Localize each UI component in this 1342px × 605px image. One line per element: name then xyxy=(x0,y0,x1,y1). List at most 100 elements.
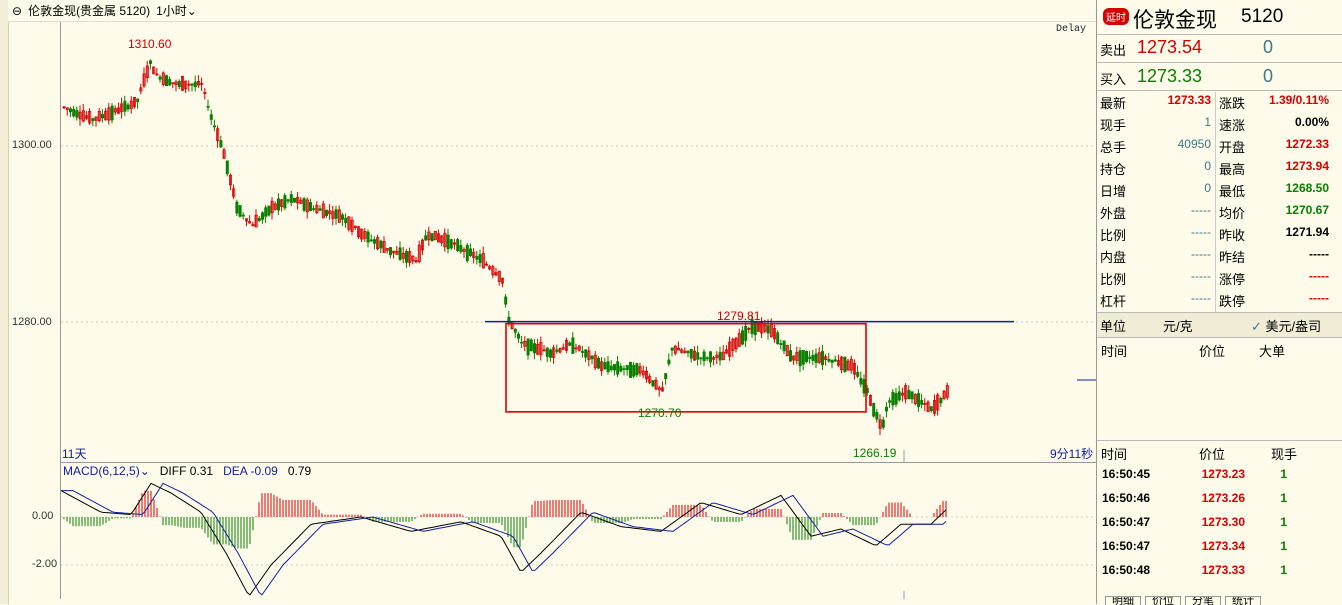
candle-body xyxy=(344,217,348,224)
candle-body xyxy=(859,378,863,385)
candle-body xyxy=(645,370,649,380)
candle-body xyxy=(728,341,732,357)
candle-body xyxy=(731,338,735,351)
candle-body xyxy=(408,251,412,263)
candle-body xyxy=(369,239,373,242)
candle-body xyxy=(853,363,857,375)
candle-body xyxy=(161,72,165,85)
candle-body xyxy=(75,110,79,118)
macd-indicator-pane[interactable] xyxy=(60,462,1097,599)
candlestick-chart[interactable] xyxy=(60,22,1097,462)
candle-body xyxy=(638,366,642,374)
tick-time: 16:50:48 xyxy=(1102,563,1151,577)
link-icon[interactable]: ⊖ xyxy=(12,3,23,18)
candle-body xyxy=(622,368,626,370)
candle-body xyxy=(101,114,105,119)
candle-body xyxy=(613,364,617,371)
tick-time: 16:50:46 xyxy=(1102,491,1151,505)
macd-value: 0.79 xyxy=(287,464,312,478)
candle-body xyxy=(929,406,933,411)
candle-body xyxy=(532,343,536,354)
stat-value: 1270.67 xyxy=(1285,203,1329,217)
tick-price: 1273.23 xyxy=(1201,467,1245,481)
stat-label: 跌停 xyxy=(1219,294,1246,309)
candle-body xyxy=(302,198,306,211)
candle-body xyxy=(382,241,386,253)
candle-body xyxy=(805,351,809,363)
unit-option-usd-oz[interactable]: ✓ 美元/盎司 xyxy=(1251,319,1322,334)
range-box xyxy=(505,322,867,413)
candle-body xyxy=(181,76,185,91)
candle-body xyxy=(801,350,805,365)
candle-body xyxy=(305,199,309,213)
stat-value: 0.00% xyxy=(1294,115,1329,129)
stat-value: ----- xyxy=(1191,247,1211,261)
candle-body xyxy=(641,370,645,376)
candle-body xyxy=(833,359,837,362)
candle-body xyxy=(862,379,866,394)
low-price-label: 1266.19 xyxy=(853,446,897,460)
days-label: 11天 xyxy=(62,447,87,461)
candle-body xyxy=(545,347,549,357)
sell-qty: 0 xyxy=(1263,37,1274,57)
candle-body xyxy=(241,214,245,217)
macd-diff-line xyxy=(60,482,947,596)
candle-body xyxy=(299,199,303,204)
tab-ticks[interactable]: 分笔 xyxy=(1185,596,1221,605)
candle-body xyxy=(798,350,802,367)
candle-body xyxy=(459,245,463,252)
candle-body xyxy=(465,244,469,262)
candle-body xyxy=(411,255,415,262)
candle-body xyxy=(635,363,639,376)
candle-body xyxy=(744,325,748,341)
box-bottom-price-label: 1270.70 xyxy=(638,406,682,420)
candle-body xyxy=(776,332,780,345)
candle-body xyxy=(232,188,236,197)
candle-body xyxy=(62,106,66,109)
macd-y-tick-neg2: -2.00 xyxy=(32,558,58,570)
tick-price: 1273.30 xyxy=(1201,515,1245,529)
macd-dea-line xyxy=(61,482,947,596)
sell-price: 1273.54 xyxy=(1137,37,1203,57)
candle-body xyxy=(94,116,98,121)
stat-value: 1268.50 xyxy=(1285,181,1329,195)
stat-value: 0 xyxy=(1204,181,1211,195)
candle-body xyxy=(571,337,575,354)
candle-body xyxy=(747,327,751,330)
tab-stats[interactable]: 统计 xyxy=(1225,596,1261,605)
candle-body xyxy=(712,357,716,360)
candle-body xyxy=(897,391,901,401)
macd-params-dropdown[interactable]: MACD(6,12,5)⌄ xyxy=(63,464,150,478)
candle-body xyxy=(888,400,892,403)
tick-time: 16:50:47 xyxy=(1102,515,1151,529)
candle-body xyxy=(824,356,828,361)
candle-body xyxy=(725,349,729,354)
candle-body xyxy=(187,83,191,86)
candle-body xyxy=(699,357,703,360)
instrument-code: 5120 xyxy=(1241,6,1284,27)
candle-body xyxy=(363,230,367,239)
candle-body xyxy=(222,149,226,159)
candle-body xyxy=(926,401,930,412)
candle-body xyxy=(235,201,239,214)
candle-body xyxy=(395,250,399,255)
candle-body xyxy=(597,357,601,369)
candle-body xyxy=(88,110,92,124)
tab-detail[interactable]: 明细 xyxy=(1105,596,1141,605)
candle-body xyxy=(600,361,604,372)
stat-label: 均价 xyxy=(1219,206,1246,221)
period-dropdown[interactable]: 1小时⌄ xyxy=(156,4,197,18)
quote-panel: 延时 伦敦金现 5120 卖出 1273.54 0 买入 1273.33 0 最… xyxy=(1096,0,1342,605)
candle-body xyxy=(785,345,789,357)
candle-body xyxy=(491,266,495,276)
candle-body xyxy=(324,209,328,217)
stat-value: 1.39/0.11% xyxy=(1268,93,1329,107)
candle-body xyxy=(494,272,498,276)
tick-header-qty: 现手 xyxy=(1271,447,1298,462)
candle-body xyxy=(184,80,188,90)
stat-value: 40950 xyxy=(1177,137,1211,151)
candle-body xyxy=(462,249,466,252)
candle-body xyxy=(705,357,709,360)
candle-body xyxy=(878,419,882,429)
tab-price[interactable]: 价位 xyxy=(1145,596,1181,605)
